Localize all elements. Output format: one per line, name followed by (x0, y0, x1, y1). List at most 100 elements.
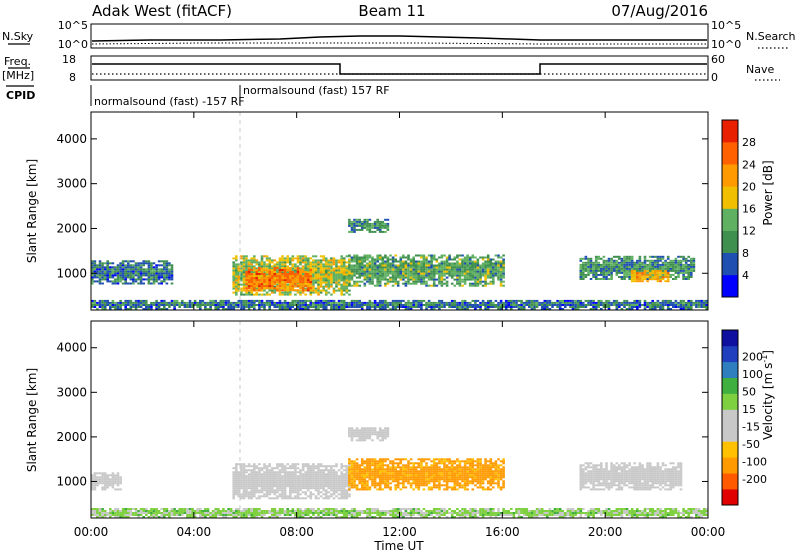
power-echo-cell (466, 272, 469, 275)
velocity-echo-cell (268, 473, 271, 476)
power-echo-cell (422, 276, 426, 279)
power-echo-cell (330, 271, 333, 274)
power-echo-cell (656, 255, 660, 258)
power-echo-cell (458, 306, 462, 308)
power-echo-cell (690, 308, 693, 310)
power-echo-cell (373, 264, 377, 267)
power-echo-cell (229, 308, 233, 310)
power-echo-cell (679, 308, 683, 310)
power-colorbar-swatch (722, 208, 738, 231)
power-echo-cell (466, 260, 469, 263)
power-echo-cell (353, 218, 356, 221)
velocity-echo-cell (363, 435, 367, 438)
velocity-echo-cell (373, 431, 377, 434)
velocity-echo-cell (332, 491, 336, 494)
power-echo-cell (101, 276, 104, 279)
velocity-echo-cell (420, 482, 423, 485)
power-echo-cell (342, 257, 346, 260)
velocity-echo-cell (360, 464, 364, 467)
power-echo-cell (445, 260, 449, 263)
velocity-echo-cell (366, 476, 369, 479)
power-echo-cell (381, 270, 385, 273)
velocity-echo-cell (342, 495, 346, 498)
power-echo-cell (373, 301, 377, 304)
power-echo-cell (168, 274, 171, 277)
power-echo-cell (625, 261, 629, 264)
power-echo-cell (422, 254, 426, 257)
power-echo-cell (373, 304, 377, 306)
power-echo-cell (360, 258, 364, 261)
power-echo-cell (468, 278, 472, 281)
power-echo-cell (481, 284, 485, 287)
power-echo-cell (240, 279, 243, 282)
power-echo-cell (597, 257, 601, 260)
power-echo-cell (471, 299, 475, 302)
power-echo-cell (314, 306, 318, 308)
power-echo-cell (656, 259, 660, 262)
velocity-echo-cell (396, 484, 400, 487)
power-echo-cell (371, 256, 374, 259)
power-echo-cell (150, 264, 153, 267)
power-echo-cell (93, 299, 97, 302)
power-echo-cell (481, 304, 485, 306)
power-echo-cell (286, 279, 289, 282)
power-echo-cell (584, 267, 588, 270)
power-echo-cell (461, 284, 464, 287)
power-echo-cell (474, 276, 477, 279)
power-echo-cell (605, 263, 608, 266)
power-echo-cell (363, 284, 367, 287)
power-echo-cell (391, 274, 395, 277)
velocity-echo-cell (263, 467, 266, 470)
power-echo-cell (594, 265, 598, 268)
power-echo-cell (286, 269, 289, 271)
velocity-echo-cell (389, 468, 392, 471)
power-echo-cell (332, 289, 336, 292)
power-echo-cell (355, 284, 359, 287)
velocity-echo-cell (407, 476, 410, 479)
power-echo-cell (286, 283, 289, 286)
velocity-echo-cell (373, 468, 377, 471)
power-echo-cell (260, 283, 264, 286)
velocity-echo-cell (342, 475, 346, 478)
velocity-echo-cell (304, 487, 307, 490)
power-echo-cell (240, 271, 243, 274)
velocity-echo-cell (371, 431, 374, 434)
velocity-echo-cell (394, 480, 397, 483)
velocity-echo-cell (348, 495, 351, 498)
power-echo-cell (191, 306, 194, 308)
power-echo-cell (489, 299, 493, 302)
power-echo-cell (448, 306, 451, 308)
power-echo-cell (358, 264, 361, 267)
power-echo-cell (335, 308, 338, 310)
velocity-echo-cell (301, 469, 305, 472)
power-echo-cell (157, 306, 161, 308)
power-echo-cell (121, 282, 125, 285)
velocity-echo-cell (273, 493, 277, 496)
power-echo-cell (453, 266, 457, 269)
power-echo-cell (445, 258, 449, 261)
power-echo-cell (278, 289, 282, 292)
power-echo-cell (199, 299, 202, 302)
power-echo-cell (253, 255, 256, 258)
power-echo-cell (327, 275, 331, 278)
power-echo-cell (348, 301, 351, 304)
power-echo-cell (384, 226, 387, 229)
velocity-echo-cell (247, 475, 251, 478)
power-echo-cell (237, 301, 241, 304)
velocity-echo-cell (373, 462, 377, 465)
velocity-echo-cell (312, 493, 315, 496)
power-echo-cell (232, 267, 235, 270)
velocity-echo-cell (358, 470, 361, 473)
power-echo-cell (319, 291, 323, 294)
velocity-echo-cell (355, 466, 359, 469)
velocity-echo-cell (91, 488, 94, 491)
velocity-echo-cell (232, 487, 235, 490)
power-echo-cell (127, 268, 130, 271)
velocity-echo-cell (317, 473, 320, 476)
power-echo-cell (504, 299, 508, 302)
velocity-echo-cell (337, 485, 341, 488)
power-echo-cell (674, 306, 678, 308)
velocity-echo-cell (312, 485, 315, 488)
power-echo-cell (93, 274, 97, 277)
power-echo-cell (486, 256, 490, 259)
